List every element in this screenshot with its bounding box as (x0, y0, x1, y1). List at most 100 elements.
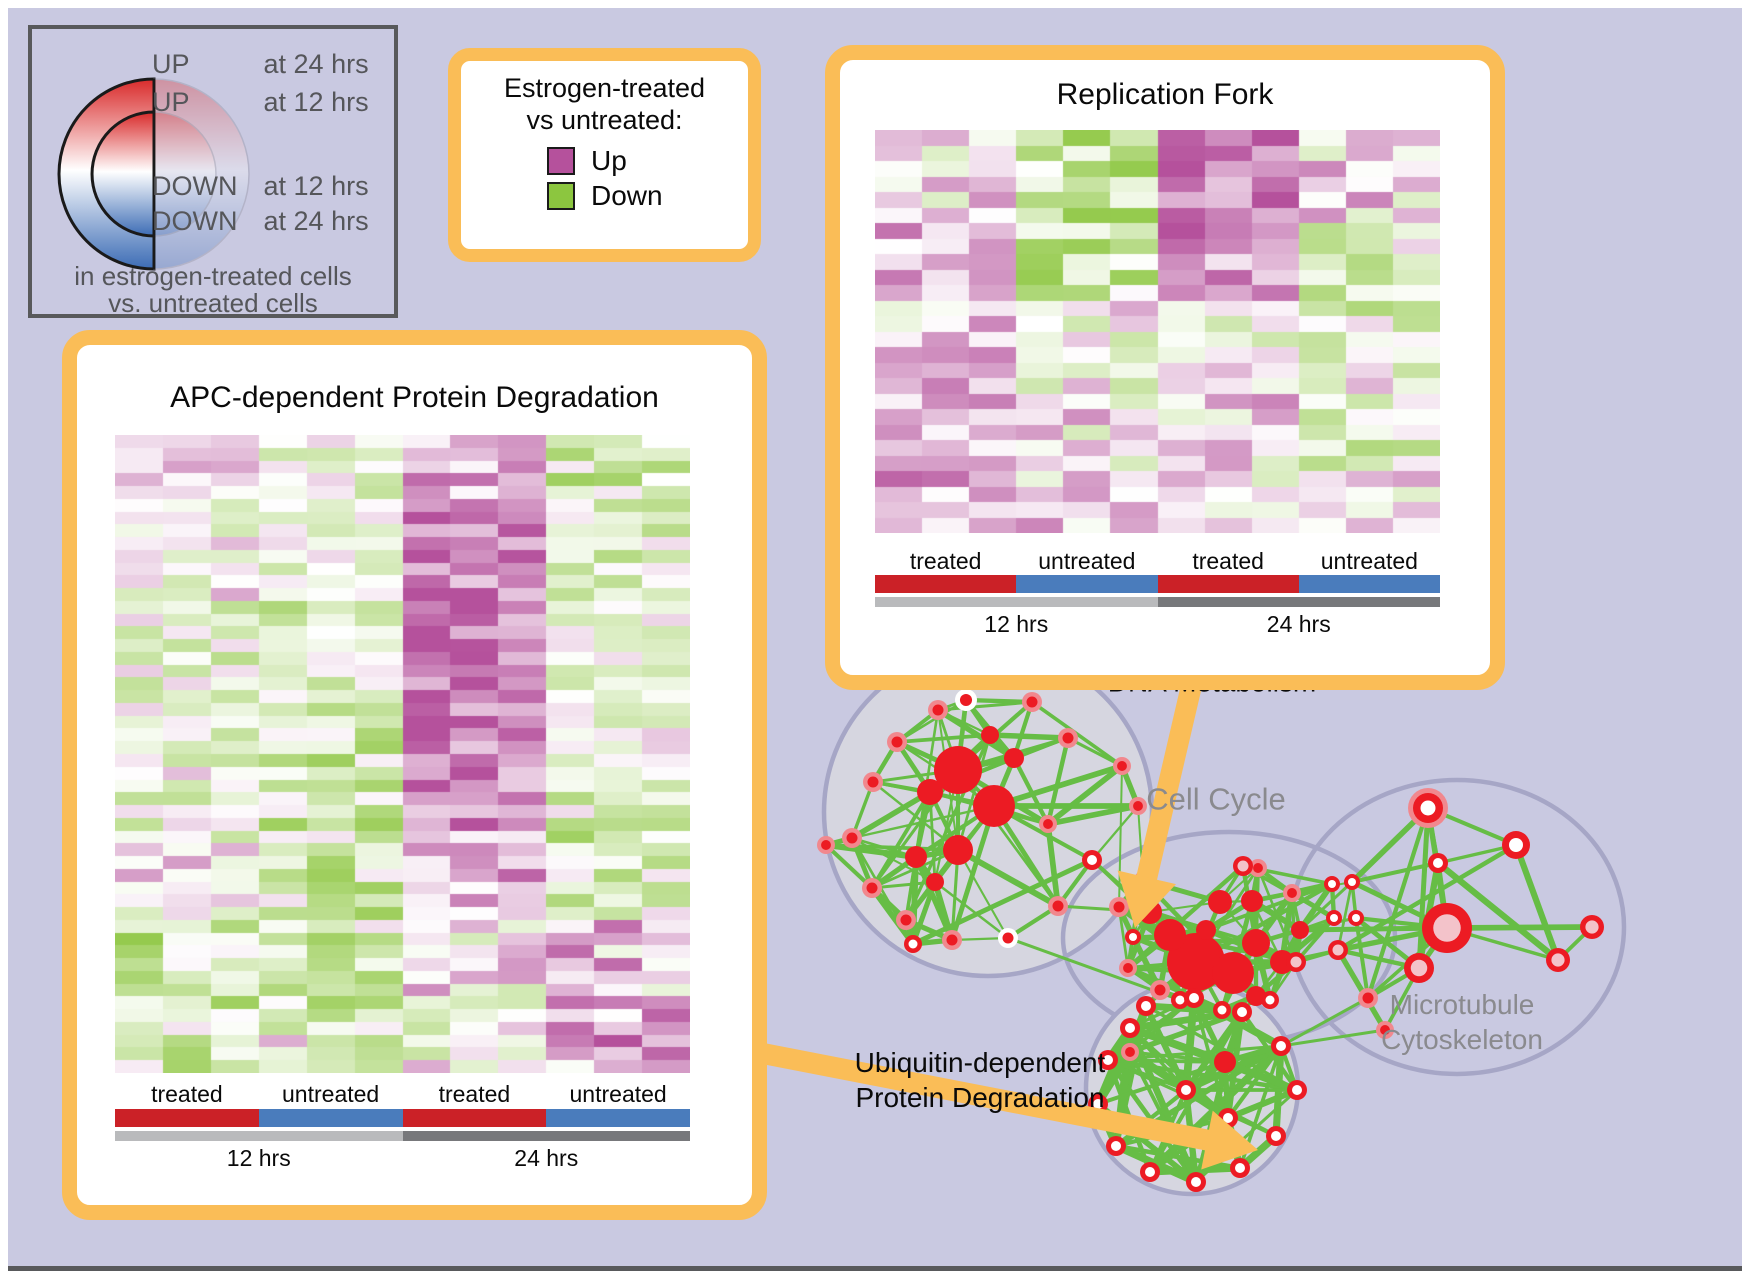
node-circle (917, 779, 943, 805)
direction-label: DOWN (152, 171, 238, 201)
node-circle (1175, 995, 1185, 1005)
up-color-swatch (547, 147, 575, 175)
network-node (1324, 876, 1340, 892)
network-edge (1091, 805, 1139, 861)
node-circle (1189, 993, 1199, 1003)
node-circle (1433, 858, 1443, 868)
network-node (1098, 1050, 1118, 1070)
node-circle (1111, 1141, 1121, 1151)
node-circle (1265, 995, 1275, 1005)
node-circle (1509, 838, 1523, 852)
node-circle (1290, 956, 1302, 968)
legend-row-up-12: UP at 12 hrs (152, 87, 369, 118)
node-circle (1002, 932, 1014, 944)
panel-to-cluster-arrows (732, 659, 1258, 1170)
node-circle (1129, 933, 1137, 941)
condition-bar-segment (546, 1109, 690, 1127)
network-node (943, 835, 973, 865)
network-cross-edge (1118, 765, 1123, 908)
node-circle (1141, 1001, 1151, 1011)
node-circle (934, 746, 982, 794)
network-node (1348, 910, 1364, 926)
network-node (1184, 988, 1204, 1008)
time-group-label: 24 hrs (514, 1145, 579, 1171)
node-circle (959, 693, 973, 707)
apc-time-bar (115, 1131, 690, 1141)
network-edge (1335, 948, 1388, 1032)
network-node (1358, 988, 1378, 1008)
network-node (905, 846, 927, 868)
network-edge (825, 842, 917, 860)
node-circle (1125, 1047, 1135, 1057)
condition-bar-segment (258, 1109, 403, 1127)
network-node (862, 878, 882, 898)
node-circle (1330, 914, 1338, 922)
direction-label: DOWN (152, 206, 238, 236)
network-edge (896, 698, 967, 744)
node-circle (1420, 800, 1436, 816)
time-group-label: 24 hrs (1266, 611, 1331, 637)
node-circle (1246, 986, 1266, 1006)
network-edge (869, 886, 916, 946)
node-circle (1253, 863, 1263, 873)
apc-condition-bar (115, 1109, 690, 1127)
node-circle (821, 840, 831, 850)
network-edge (1045, 737, 1071, 825)
node-circle (973, 785, 1015, 827)
network-edge (949, 805, 997, 941)
network-edge (1012, 757, 1050, 825)
node-circle (1585, 920, 1599, 934)
legend-row-down-12: DOWN at 12 hrs (152, 171, 369, 202)
node-circle (946, 934, 958, 946)
arrow-head (1117, 870, 1177, 928)
network-edge (934, 881, 1009, 939)
node-circle (1352, 914, 1360, 922)
direction-label: UP (152, 87, 190, 117)
network-cross-edge (1280, 1028, 1386, 1048)
network-node (1121, 1043, 1139, 1061)
network-node (1249, 859, 1267, 877)
condition-bar-segment (115, 1109, 259, 1127)
node-circle (905, 846, 927, 868)
node-circle (1332, 944, 1344, 956)
condition-bar-segment (875, 575, 1017, 593)
network-node (928, 700, 948, 720)
direction-label: UP (152, 49, 190, 79)
network-edge (1046, 763, 1124, 827)
network-node (1004, 748, 1024, 768)
network-cross-edge (1291, 881, 1353, 894)
network-node (1109, 897, 1129, 917)
network-edge (1297, 882, 1335, 932)
network-node (1022, 692, 1042, 712)
time-label: at 24 hrs (263, 49, 369, 79)
time-label: at 12 hrs (263, 87, 369, 117)
time-bar-segment (875, 597, 1158, 607)
time-bar-segment (402, 1131, 690, 1141)
color-key-title-line2: vs untreated: (526, 105, 683, 135)
node-circle (1362, 992, 1374, 1004)
cluster-label-mt: Microtubule Cytoskeleton (1381, 989, 1543, 1055)
node-circle (900, 914, 912, 926)
network-node (1039, 815, 1057, 833)
network-edge (910, 881, 938, 945)
time-label: at 12 hrs (263, 171, 369, 201)
network-edge (956, 847, 1060, 909)
network-edge (1047, 803, 1139, 827)
network-edge (965, 697, 1033, 705)
network-node (1546, 948, 1570, 972)
network-edge (850, 789, 932, 841)
node-circle (1196, 920, 1216, 940)
network-edge (1126, 864, 1245, 970)
network-node (1287, 1080, 1307, 1100)
network-node (1212, 952, 1254, 994)
network-edge (1114, 1088, 1188, 1148)
node-circle (1551, 953, 1565, 967)
time-bar-segment (115, 1131, 403, 1141)
node-circle (1271, 1131, 1281, 1141)
node-circle (943, 835, 973, 865)
network-node (842, 828, 862, 848)
node-circle (846, 832, 858, 844)
network-edge (1117, 906, 1130, 969)
network-node (1120, 1018, 1140, 1038)
